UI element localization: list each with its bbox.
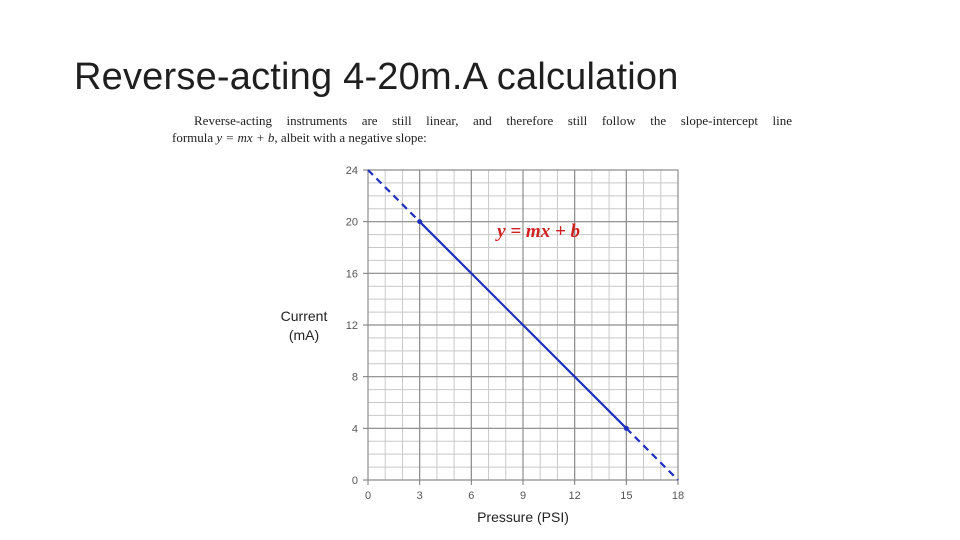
y-tick-label: 20	[346, 217, 358, 229]
y-tick-label: 8	[352, 372, 358, 384]
series-line-dashed	[367, 169, 421, 223]
y-axis-title-line-2: (mA)	[289, 327, 319, 343]
data-series	[367, 169, 679, 481]
intro-text: Reverse-acting instruments are still lin…	[172, 112, 792, 146]
intro-line-2-post: , albeit with a negative slope:	[274, 130, 427, 145]
x-tick-label: 3	[417, 490, 423, 502]
intro-formula: y = mx + b	[216, 130, 275, 145]
x-tick-label: 9	[520, 490, 526, 502]
data-point	[623, 425, 629, 431]
series-line-solid	[418, 220, 628, 430]
y-tick-labels: 0 4 8 12 16 20 24	[346, 165, 358, 487]
x-tick-label: 18	[672, 490, 684, 502]
y-axis-title-line-1: Current	[281, 308, 328, 324]
series-line-dashed	[625, 427, 679, 481]
x-tick-label: 6	[468, 490, 474, 502]
x-tick-labels: 0 3 6 9 12 15 18	[365, 490, 684, 502]
formula-annotation: y = mx + b	[495, 221, 580, 242]
y-tick-label: 0	[352, 475, 358, 487]
intro-line-1: Reverse-acting instruments are still lin…	[194, 113, 792, 128]
y-tick-label: 4	[352, 423, 358, 435]
tick-marks	[363, 169, 679, 485]
x-tick-label: 12	[569, 490, 581, 502]
intro-line-2: formula y = mx + b, albeit with a negati…	[172, 129, 792, 146]
slide-title: Reverse-acting 4-20m.A calculation	[74, 56, 679, 98]
intro-line-2-pre: formula	[172, 130, 217, 145]
x-tick-label: 15	[620, 490, 632, 502]
x-tick-label: 0	[365, 490, 371, 502]
y-tick-label: 16	[346, 268, 358, 280]
data-point	[417, 219, 423, 225]
y-tick-label: 12	[346, 320, 358, 332]
y-tick-label: 24	[346, 165, 358, 177]
x-axis-title: Pressure (PSI)	[477, 509, 569, 525]
